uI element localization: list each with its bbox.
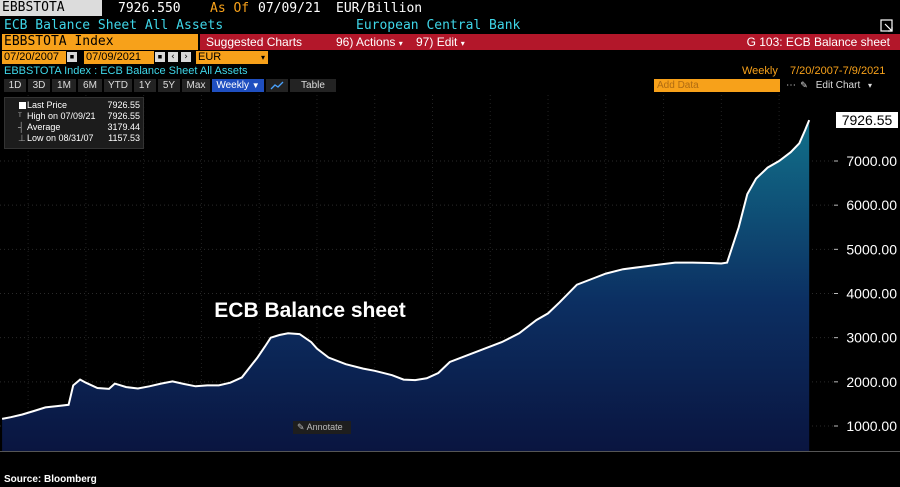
y-tick-label: 2000.00 [846, 374, 897, 390]
series-description: ECB Balance Sheet All Assets [4, 18, 224, 33]
line-chart-icon[interactable] [266, 79, 288, 92]
start-date-input[interactable]: 07/20/2007 [2, 51, 66, 64]
low-marker-icon: ⊥ [18, 133, 26, 143]
chart-annotation: ECB Balance sheet [214, 299, 405, 322]
legend-high-value: 7926.55 [107, 111, 140, 121]
legend-low-label: Low on 08/31/07 [27, 133, 94, 143]
legend-high-label: High on 07/09/21 [27, 111, 96, 121]
y-tick-label: 1000.00 [846, 418, 897, 434]
legend-last-value: 7926.55 [107, 100, 140, 110]
y-tick-label: 7000.00 [846, 153, 897, 169]
last-value: 7926.550 [118, 1, 181, 16]
period-1d-button[interactable]: 1D [4, 79, 26, 92]
legend-avg-value: 3179.44 [107, 122, 140, 132]
annotate-button[interactable]: ✎ Annotate [293, 421, 351, 434]
header-row: EBBSTOTA 7926.550 As Of 07/09/21 EUR/Bil… [0, 0, 900, 17]
currency-select[interactable]: EUR ▾ [196, 51, 268, 64]
y-tick-label: 5000.00 [846, 241, 897, 257]
end-date-input[interactable]: 07/09/2021 [84, 51, 154, 64]
legend-low-value: 1157.53 [108, 133, 140, 143]
next-arrow-icon[interactable]: › [181, 52, 191, 62]
suggested-charts-label: Suggested Charts [206, 35, 303, 49]
frequency-label: Weekly [742, 65, 778, 77]
legend-last: Last Price 7926.55 [5, 100, 143, 111]
as-of-date: 07/09/21 [258, 1, 321, 16]
legend-avg: ┤ Average 3179.44 [5, 122, 143, 133]
period-5y-button[interactable]: 5Y [158, 79, 180, 92]
chevron-down-icon: ▼ [251, 81, 260, 90]
as-of-label: As Of [210, 1, 250, 16]
axis-separator [0, 451, 900, 452]
date-range-label: 7/20/2007-7/9/2021 [790, 65, 886, 77]
annotate-label: Annotate [306, 422, 343, 432]
chevron-down-icon[interactable]: ▾ [866, 79, 874, 92]
period-toolbar: 1D 3D 1M 6M YTD 1Y 5Y Max Weekly ▼ Table… [0, 78, 900, 93]
chevron-down-icon: ▾ [398, 39, 403, 48]
actions-label: Actions [356, 35, 396, 49]
y-tick-label: 4000.00 [846, 286, 897, 302]
legend-low: ⊥ Low on 08/31/07 1157.53 [5, 133, 143, 144]
period-1y-button[interactable]: 1Y [134, 79, 156, 92]
period-6m-button[interactable]: 6M [78, 79, 102, 92]
actions-menu[interactable]: 96) Actions ▾ [336, 34, 403, 52]
calendar-icon[interactable]: ▪ [67, 52, 77, 62]
edit-label: Edit [436, 35, 458, 49]
edit-menu[interactable]: 97) Edit ▾ [416, 34, 465, 52]
source-label: Source: Bloomberg [4, 474, 97, 485]
last-value-tag: 7926.55 [836, 112, 898, 128]
edit-num: 97) [416, 35, 434, 49]
actions-num: 96) [336, 35, 354, 49]
high-marker-icon: ᵀ [18, 111, 22, 121]
security-field[interactable]: EBBSTOTA Index [2, 34, 198, 50]
subtitle-row: EBBSTOTA Index : ECB Balance Sheet All A… [0, 65, 900, 78]
add-data-input[interactable]: Add Data [654, 79, 780, 92]
legend-avg-label: Average [27, 122, 61, 132]
legend-box: Last Price 7926.55 ᵀ High on 07/09/21 7926.… [4, 97, 144, 149]
source-name: European Central Bank [356, 18, 521, 33]
average-marker-icon: ┤ [18, 122, 25, 132]
pencil-icon[interactable]: ✎ [798, 79, 810, 92]
toolbar: EBBSTOTA Index Suggested Charts 96) Acti… [0, 34, 900, 50]
edit-chart-button[interactable]: Edit Chart [812, 79, 864, 92]
series-line [1, 119, 811, 420]
table-button[interactable]: Table [290, 79, 336, 92]
period-max-button[interactable]: Max [182, 79, 210, 92]
y-tick-label: 3000.00 [846, 330, 897, 346]
frequency-select-value: Weekly [216, 80, 249, 91]
calendar-icon[interactable]: ▪ [155, 52, 165, 62]
period-1m-button[interactable]: 1M [52, 79, 76, 92]
legend-high: ᵀ High on 07/09/21 7926.55 [5, 111, 143, 122]
legend-last-label: Last Price [27, 100, 68, 110]
units-label: EUR/Billion [336, 1, 423, 16]
currency-value: EUR [198, 51, 222, 63]
description-row: ECB Balance Sheet All Assets European Ce… [0, 17, 900, 34]
toolbar-red-bar: Suggested Charts 96) Actions ▾ 97) Edit … [200, 34, 900, 50]
prev-arrow-icon[interactable]: ‹ [168, 52, 178, 62]
more-icon[interactable]: ⋯ [784, 79, 798, 92]
period-ytd-button[interactable]: YTD [104, 79, 132, 92]
chart-subtitle: EBBSTOTA Index : ECB Balance Sheet All A… [4, 65, 248, 77]
chart-title: G 103: ECB Balance sheet [746, 35, 890, 49]
series-area [2, 120, 810, 451]
period-3d-button[interactable]: 3D [28, 79, 50, 92]
ticker-field[interactable]: EBBSTOTA [0, 0, 102, 16]
chart-area: ECB Balance sheet 1000.00 2000.00 3000.00 4… [0, 95, 897, 451]
chevron-down-icon: ▾ [260, 53, 265, 62]
pencil-icon: ✎ [297, 422, 305, 432]
chevron-down-icon: ▾ [460, 39, 465, 48]
frequency-select[interactable]: Weekly ▼ [212, 79, 264, 92]
date-range-row: 07/20/2007 ▪ 07/09/2021 ▪ ‹ › EUR ▾ [0, 51, 900, 65]
suggested-charts-button[interactable]: Suggested Charts [206, 34, 302, 50]
expand-icon[interactable] [880, 19, 894, 33]
last-price-swatch [19, 102, 26, 109]
y-tick-label: 6000.00 [846, 197, 897, 213]
